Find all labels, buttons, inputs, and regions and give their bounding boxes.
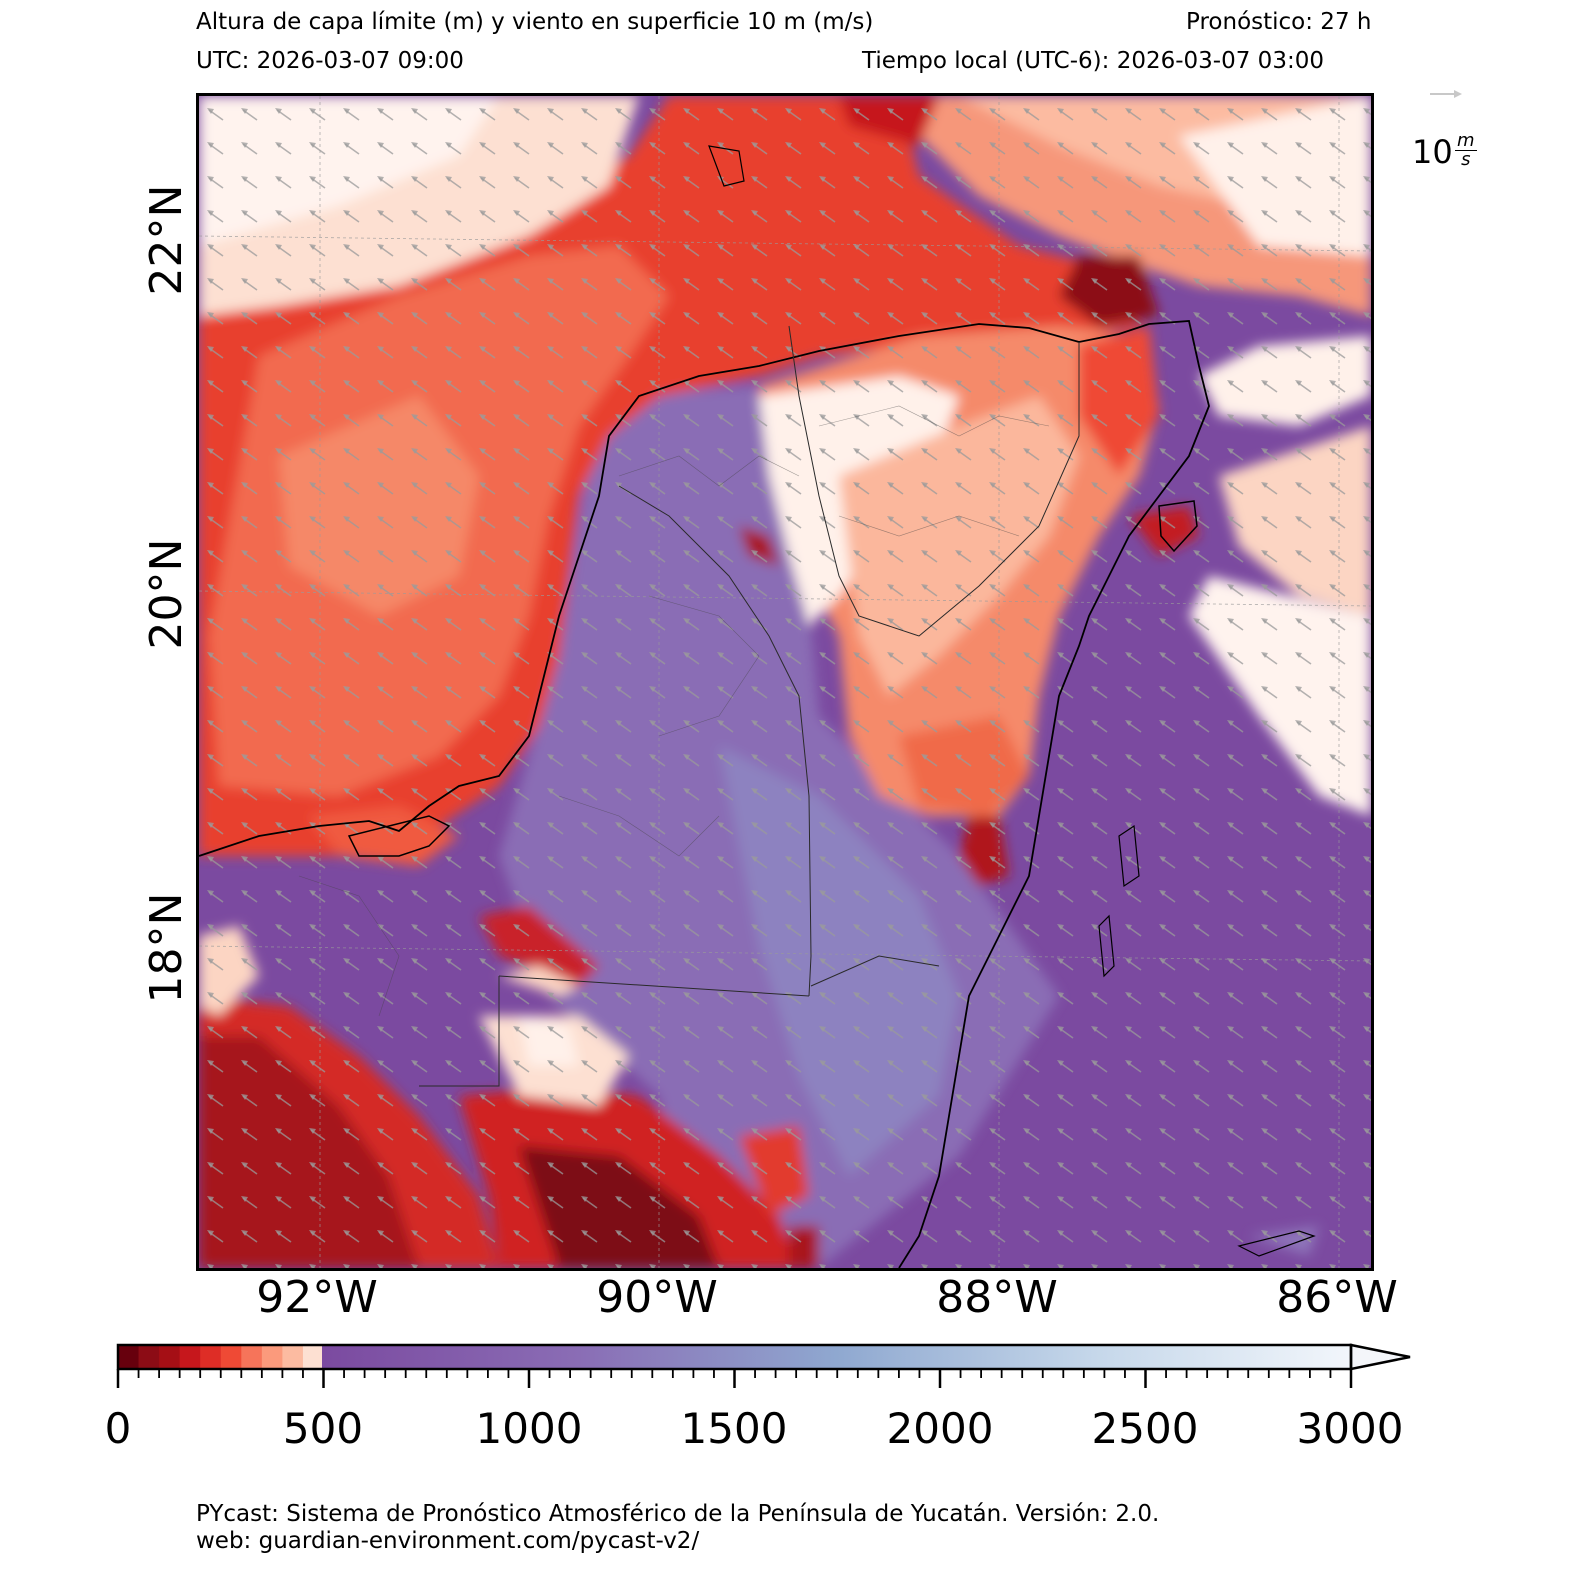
utc-time: UTC: 2026-03-07 09:00 (196, 48, 464, 74)
arrecife-outline (708, 145, 745, 187)
lon-label-88w: 88°W (936, 1272, 1058, 1323)
laguna-outline (347, 815, 451, 857)
colorbar (116, 1343, 1411, 1388)
colorbar-red-segment (220, 1345, 242, 1369)
cozumel-outline (1158, 500, 1198, 553)
wind-reference (1408, 80, 1498, 180)
lat-label-20n: 20°N (141, 538, 192, 650)
colorbar-red-segment (302, 1345, 324, 1369)
colorbar-red-segment (118, 1345, 140, 1369)
lat-label-22n: 22°N (141, 184, 192, 296)
footer-credit: PYcast: Sistema de Pronóstico Atmosféric… (196, 1501, 1160, 1527)
colorbar-label-1000: 1000 (475, 1404, 583, 1453)
wind-reference-value: 10 (1412, 133, 1453, 171)
municipal-borders (298, 405, 1050, 1017)
forecast-hour: Pronóstico: 27 h (1186, 9, 1372, 35)
colorbar-label-0: 0 (104, 1404, 132, 1453)
colorbar-red-segment (282, 1345, 304, 1369)
colorbar-label-1500: 1500 (680, 1404, 788, 1453)
cayes-outline-2 (1098, 914, 1115, 978)
lon-label-90w: 90°W (596, 1272, 718, 1323)
boundary-layer-map (199, 96, 1371, 1268)
colorbar-red-segment (261, 1345, 283, 1369)
wind-unit-denominator: s (1461, 149, 1471, 170)
colorbar-ticks (116, 1369, 1353, 1388)
coastline (199, 320, 1210, 1268)
lon-label-92w: 92°W (256, 1272, 378, 1323)
wind-reference-arrow-icon (1430, 90, 1462, 98)
map-title: Altura de capa límite (m) y viento en su… (196, 9, 874, 35)
colorbar-red-segments (118, 1345, 324, 1369)
colorbar-blue-gradient (322, 1345, 1351, 1369)
colorbar-red-segment (200, 1345, 222, 1369)
map-panel (196, 93, 1374, 1271)
local-time: Tiempo local (UTC-6): 2026-03-07 03:00 (862, 48, 1324, 74)
bay-islands-outline (1237, 1230, 1316, 1257)
colorbar-label-2000: 2000 (886, 1404, 994, 1453)
colorbar-extend-arrow (1349, 1343, 1411, 1371)
colorbar-label-3000: 3000 (1296, 1404, 1404, 1453)
wind-reference-unit: m s (1455, 132, 1477, 169)
lon-label-86w: 86°W (1276, 1272, 1398, 1323)
state-borders (419, 325, 1080, 1087)
colorbar-label-500: 500 (282, 1404, 364, 1453)
colorbar-red-segment (241, 1345, 263, 1369)
wind-unit-numerator: m (1455, 130, 1477, 151)
lat-label-18n: 18°N (141, 892, 192, 1004)
footer-web: web: guardian-environment.com/pycast-v2/ (196, 1528, 700, 1554)
wind-vectors (199, 96, 1371, 1268)
colorbar-red-segment (159, 1345, 181, 1369)
colorbar-label-2500: 2500 (1091, 1404, 1199, 1453)
colorbar-red-segment (138, 1345, 160, 1369)
cayes-outline (1118, 824, 1140, 888)
colorbar-red-segment (179, 1345, 201, 1369)
